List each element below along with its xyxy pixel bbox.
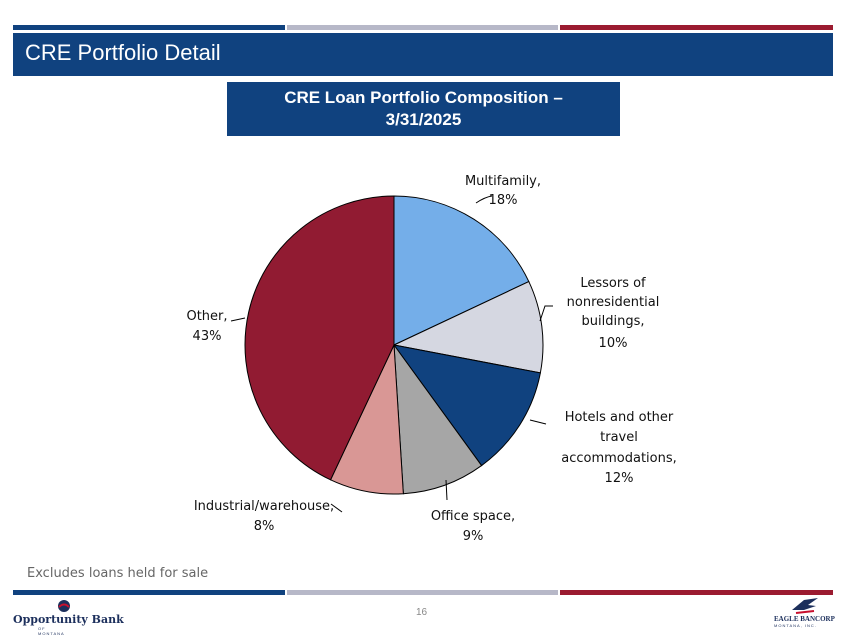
label-lessors-line3: buildings, (582, 314, 645, 329)
right-logo-name: EAGLE BANCORP (774, 615, 835, 623)
leader-line-hotels (529, 419, 547, 425)
label-hotels-line2: travel (600, 430, 638, 445)
chart-heading: CRE Loan Portfolio Composition – 3/31/20… (284, 88, 563, 129)
top-bar-red (560, 25, 833, 30)
label-industrial-pct: 8% (254, 519, 275, 534)
pie-slice-hotels (392, 344, 541, 467)
pie-slice-other (244, 195, 395, 481)
label-hotels-pct: 12% (605, 471, 634, 486)
label-industrial-name: Industrial/warehouse, (194, 499, 334, 514)
label-lessors-line1: Lessors of (580, 276, 646, 291)
footnote: Excludes loans held for sale (27, 566, 209, 581)
bottom-bar-blue (13, 590, 285, 595)
page-number: 16 (416, 607, 428, 618)
top-bar-gray (287, 25, 558, 30)
leader-line-industrial (330, 503, 343, 513)
label-hotels-line1: Hotels and other (565, 410, 674, 425)
bottom-bar-gray (287, 590, 558, 595)
label-multifamily-name: Multifamily, (465, 174, 541, 189)
eagle-icon (792, 598, 818, 614)
label-office: Office space, 9% (431, 509, 515, 544)
leader-line-multifamily (475, 195, 493, 204)
pie-slice-office (393, 343, 483, 495)
top-bar-blue (13, 25, 285, 30)
bank-emblem-icon (58, 600, 70, 612)
label-hotels: Hotels and other travel accommodations, … (561, 410, 677, 486)
label-office-pct: 9% (463, 529, 484, 544)
label-lessors: Lessors of nonresidential buildings, 10% (567, 276, 660, 351)
label-industrial: Industrial/warehouse, 8% (194, 499, 334, 534)
bottom-bar-red (560, 590, 833, 595)
title-band (13, 33, 833, 76)
left-logo-name: Opportunity Bank (13, 613, 124, 626)
leader-line-office (445, 479, 448, 501)
label-multifamily-pct: 18% (489, 193, 518, 208)
label-other-name: Other, (186, 309, 227, 324)
leader-line-lessors (539, 305, 553, 322)
left-logo-sub: OF MONTANA (38, 626, 65, 636)
label-lessors-pct: 10% (599, 336, 628, 351)
label-hotels-line3: accommodations, (561, 451, 677, 466)
pie-slice-lessors (392, 280, 544, 374)
label-other: Other, 43% (186, 309, 227, 344)
chart-heading-box: CRE Loan Portfolio Composition – 3/31/20… (227, 82, 620, 136)
eagle-bancorp-logo: EAGLE BANCORP MONTANA, INC. (770, 596, 835, 632)
pie-slice-multifamily (393, 195, 530, 346)
label-office-name: Office space, (431, 509, 515, 524)
label-other-pct: 43% (193, 329, 222, 344)
leader-line-other (230, 317, 246, 322)
label-multifamily: Multifamily, 18% (465, 174, 541, 208)
right-logo-sub: MONTANA, INC. (774, 623, 817, 628)
slide-title: CRE Portfolio Detail (25, 40, 221, 65)
label-lessors-line2: nonresidential (567, 295, 660, 310)
